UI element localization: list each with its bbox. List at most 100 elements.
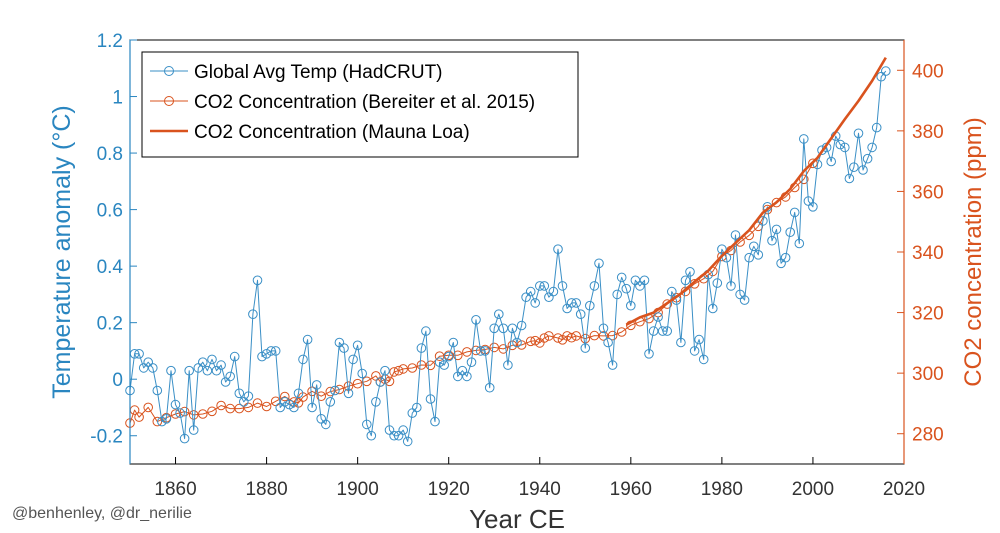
data-point-temp (311, 380, 322, 390)
y-tick-label-left: 0 (112, 370, 123, 391)
data-point-temp (530, 298, 541, 308)
data-point-temp (721, 252, 732, 263)
data-point-temp (689, 346, 700, 356)
data-point-temp (667, 286, 677, 297)
data-point-temp (749, 241, 759, 252)
x-tick-label: 1860 (154, 479, 196, 500)
data-point-temp (302, 334, 313, 345)
data-point-co2-bereiter (507, 340, 518, 351)
data-point-temp (439, 360, 450, 370)
data-point-temp (644, 349, 654, 359)
data-point-temp (298, 354, 308, 365)
x-tick-label: 1900 (337, 479, 379, 500)
data-point-temp (708, 303, 718, 314)
data-point-temp (402, 436, 413, 447)
data-point-temp (753, 250, 764, 260)
data-point-co2-bereiter (198, 409, 208, 419)
data-point-co2-bereiter (616, 327, 627, 337)
legend-label-temp: Global Avg Temp (HadCRUT) (194, 62, 443, 83)
data-point-temp (507, 323, 518, 334)
data-point-temp (571, 298, 582, 308)
data-point-temp (657, 326, 668, 336)
data-point-co2-bereiter (662, 299, 673, 309)
y-tick-label-left: 0.8 (97, 144, 123, 165)
data-point-temp (325, 397, 336, 407)
data-point-temp (589, 281, 600, 291)
data-point-co2-bereiter (234, 403, 245, 414)
data-point-temp (662, 326, 673, 336)
y-tick-label-right: 320 (912, 304, 944, 325)
data-point-temp (416, 343, 427, 353)
data-point-temp (575, 309, 586, 320)
data-point-temp (161, 414, 172, 424)
data-point-temp (853, 128, 864, 139)
data-point-temp (148, 363, 158, 373)
credit-text: @benhenley, @dr_nerilie (12, 505, 192, 522)
data-point-temp (412, 402, 422, 413)
data-point-temp (289, 402, 299, 413)
data-point-temp (202, 365, 213, 376)
data-point-temp (553, 244, 563, 254)
data-point-temp (371, 397, 381, 407)
data-point-temp (557, 281, 568, 291)
data-point-temp (366, 430, 377, 441)
y-tick-label-left: 0.6 (97, 201, 123, 222)
data-point-co2-bereiter (207, 406, 217, 417)
data-point-temp (525, 286, 536, 297)
x-tick-label: 1880 (245, 479, 287, 500)
series-layer (125, 56, 891, 447)
legend-label-co2-maunaloa: CO2 Concentration (Mauna Loa) (194, 122, 470, 143)
data-point-temp (680, 275, 691, 286)
x-tick-label: 1920 (428, 479, 470, 500)
data-point-temp (817, 145, 827, 155)
data-point-co2-bereiter (384, 376, 395, 387)
data-point-temp (598, 323, 609, 334)
data-point-co2-bereiter (516, 340, 527, 350)
data-point-temp (494, 309, 504, 320)
y-tick-label-left: -0.2 (90, 427, 123, 448)
data-point-temp (730, 230, 741, 240)
data-point-temp (794, 238, 805, 249)
data-point-temp (767, 235, 777, 246)
data-point-temp (229, 351, 240, 362)
data-point-temp (198, 357, 208, 368)
data-point-temp (179, 433, 190, 444)
data-point-temp (170, 399, 181, 410)
data-point-temp (480, 346, 490, 356)
data-point-co2-bereiter (489, 342, 500, 353)
ticks-layer: 1860 1880 1900 1920 1940 1960 1980 2000 2020 -0.2… (90, 31, 943, 500)
data-point-temp (826, 156, 837, 167)
data-point-temp (844, 173, 855, 184)
data-point-temp (881, 66, 891, 76)
data-point-temp (512, 337, 522, 348)
data-point-temp (594, 258, 604, 269)
data-point-temp (134, 349, 144, 359)
legend-label-co2-bereiter: CO2 Concentration (Bereiter et al. 2015) (194, 92, 535, 113)
data-point-co2-bereiter (252, 398, 263, 408)
data-point-co2-bereiter (562, 331, 572, 341)
data-point-co2-bereiter (607, 330, 618, 341)
data-point-co2-bereiter (407, 363, 418, 373)
data-point-temp (621, 283, 632, 294)
data-point-temp (585, 300, 595, 311)
data-point-temp (771, 224, 782, 235)
data-point-temp (498, 323, 509, 334)
legend-marker-temp (164, 66, 174, 76)
data-point-temp (443, 351, 454, 362)
data-point-temp (207, 354, 217, 365)
data-point-temp (188, 425, 199, 435)
data-point-temp (516, 320, 527, 331)
data-point-temp (398, 425, 409, 435)
data-point-temp (293, 388, 304, 399)
data-point-temp (744, 252, 755, 263)
data-point-temp (698, 354, 709, 365)
data-point-temp (280, 397, 290, 407)
data-point-co2-bereiter (389, 367, 399, 377)
data-point-temp (566, 298, 577, 308)
data-point-temp (225, 371, 235, 382)
y-tick-label-right: 280 (912, 425, 944, 446)
series-line-temp (129, 70, 887, 442)
data-point-temp (758, 216, 768, 226)
data-point-temp (352, 340, 363, 351)
data-point-temp (862, 153, 873, 164)
